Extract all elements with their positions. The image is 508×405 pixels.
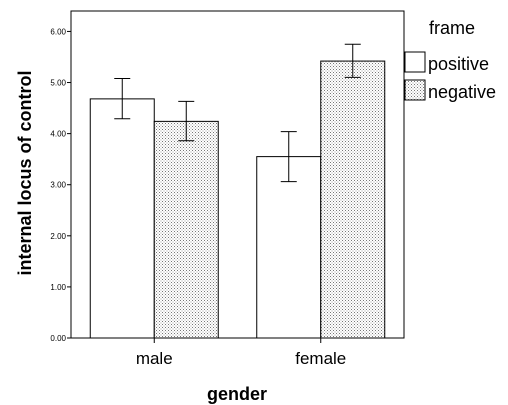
y-tick-label: 6.00: [50, 27, 66, 36]
bar-positive-female: [256, 156, 322, 339]
x-category-label: male: [136, 349, 173, 368]
legend-label-positive: positive: [428, 54, 489, 74]
bar-negative-male: [153, 120, 219, 339]
x-axis-title: gender: [207, 384, 267, 404]
y-tick-label: 2.00: [50, 232, 66, 241]
bar-negative-female: [320, 60, 386, 339]
y-tick-label: 3.00: [50, 181, 66, 190]
legend-title: frame: [429, 18, 475, 38]
y-tick-label: 4.00: [50, 130, 66, 139]
legend-swatch-negative: [404, 79, 426, 101]
y-tick-label: 5.00: [50, 79, 66, 88]
legend-swatch-positive: [404, 51, 426, 73]
x-category-label: female: [295, 349, 346, 368]
y-tick-label: 0.00: [50, 334, 66, 343]
bar-positive-male: [89, 98, 155, 339]
legend: frame positive negative: [404, 18, 496, 102]
y-axis-title: internal locus of control: [15, 70, 35, 275]
y-tick-label: 1.00: [50, 283, 66, 292]
legend-label-negative: negative: [428, 82, 496, 102]
